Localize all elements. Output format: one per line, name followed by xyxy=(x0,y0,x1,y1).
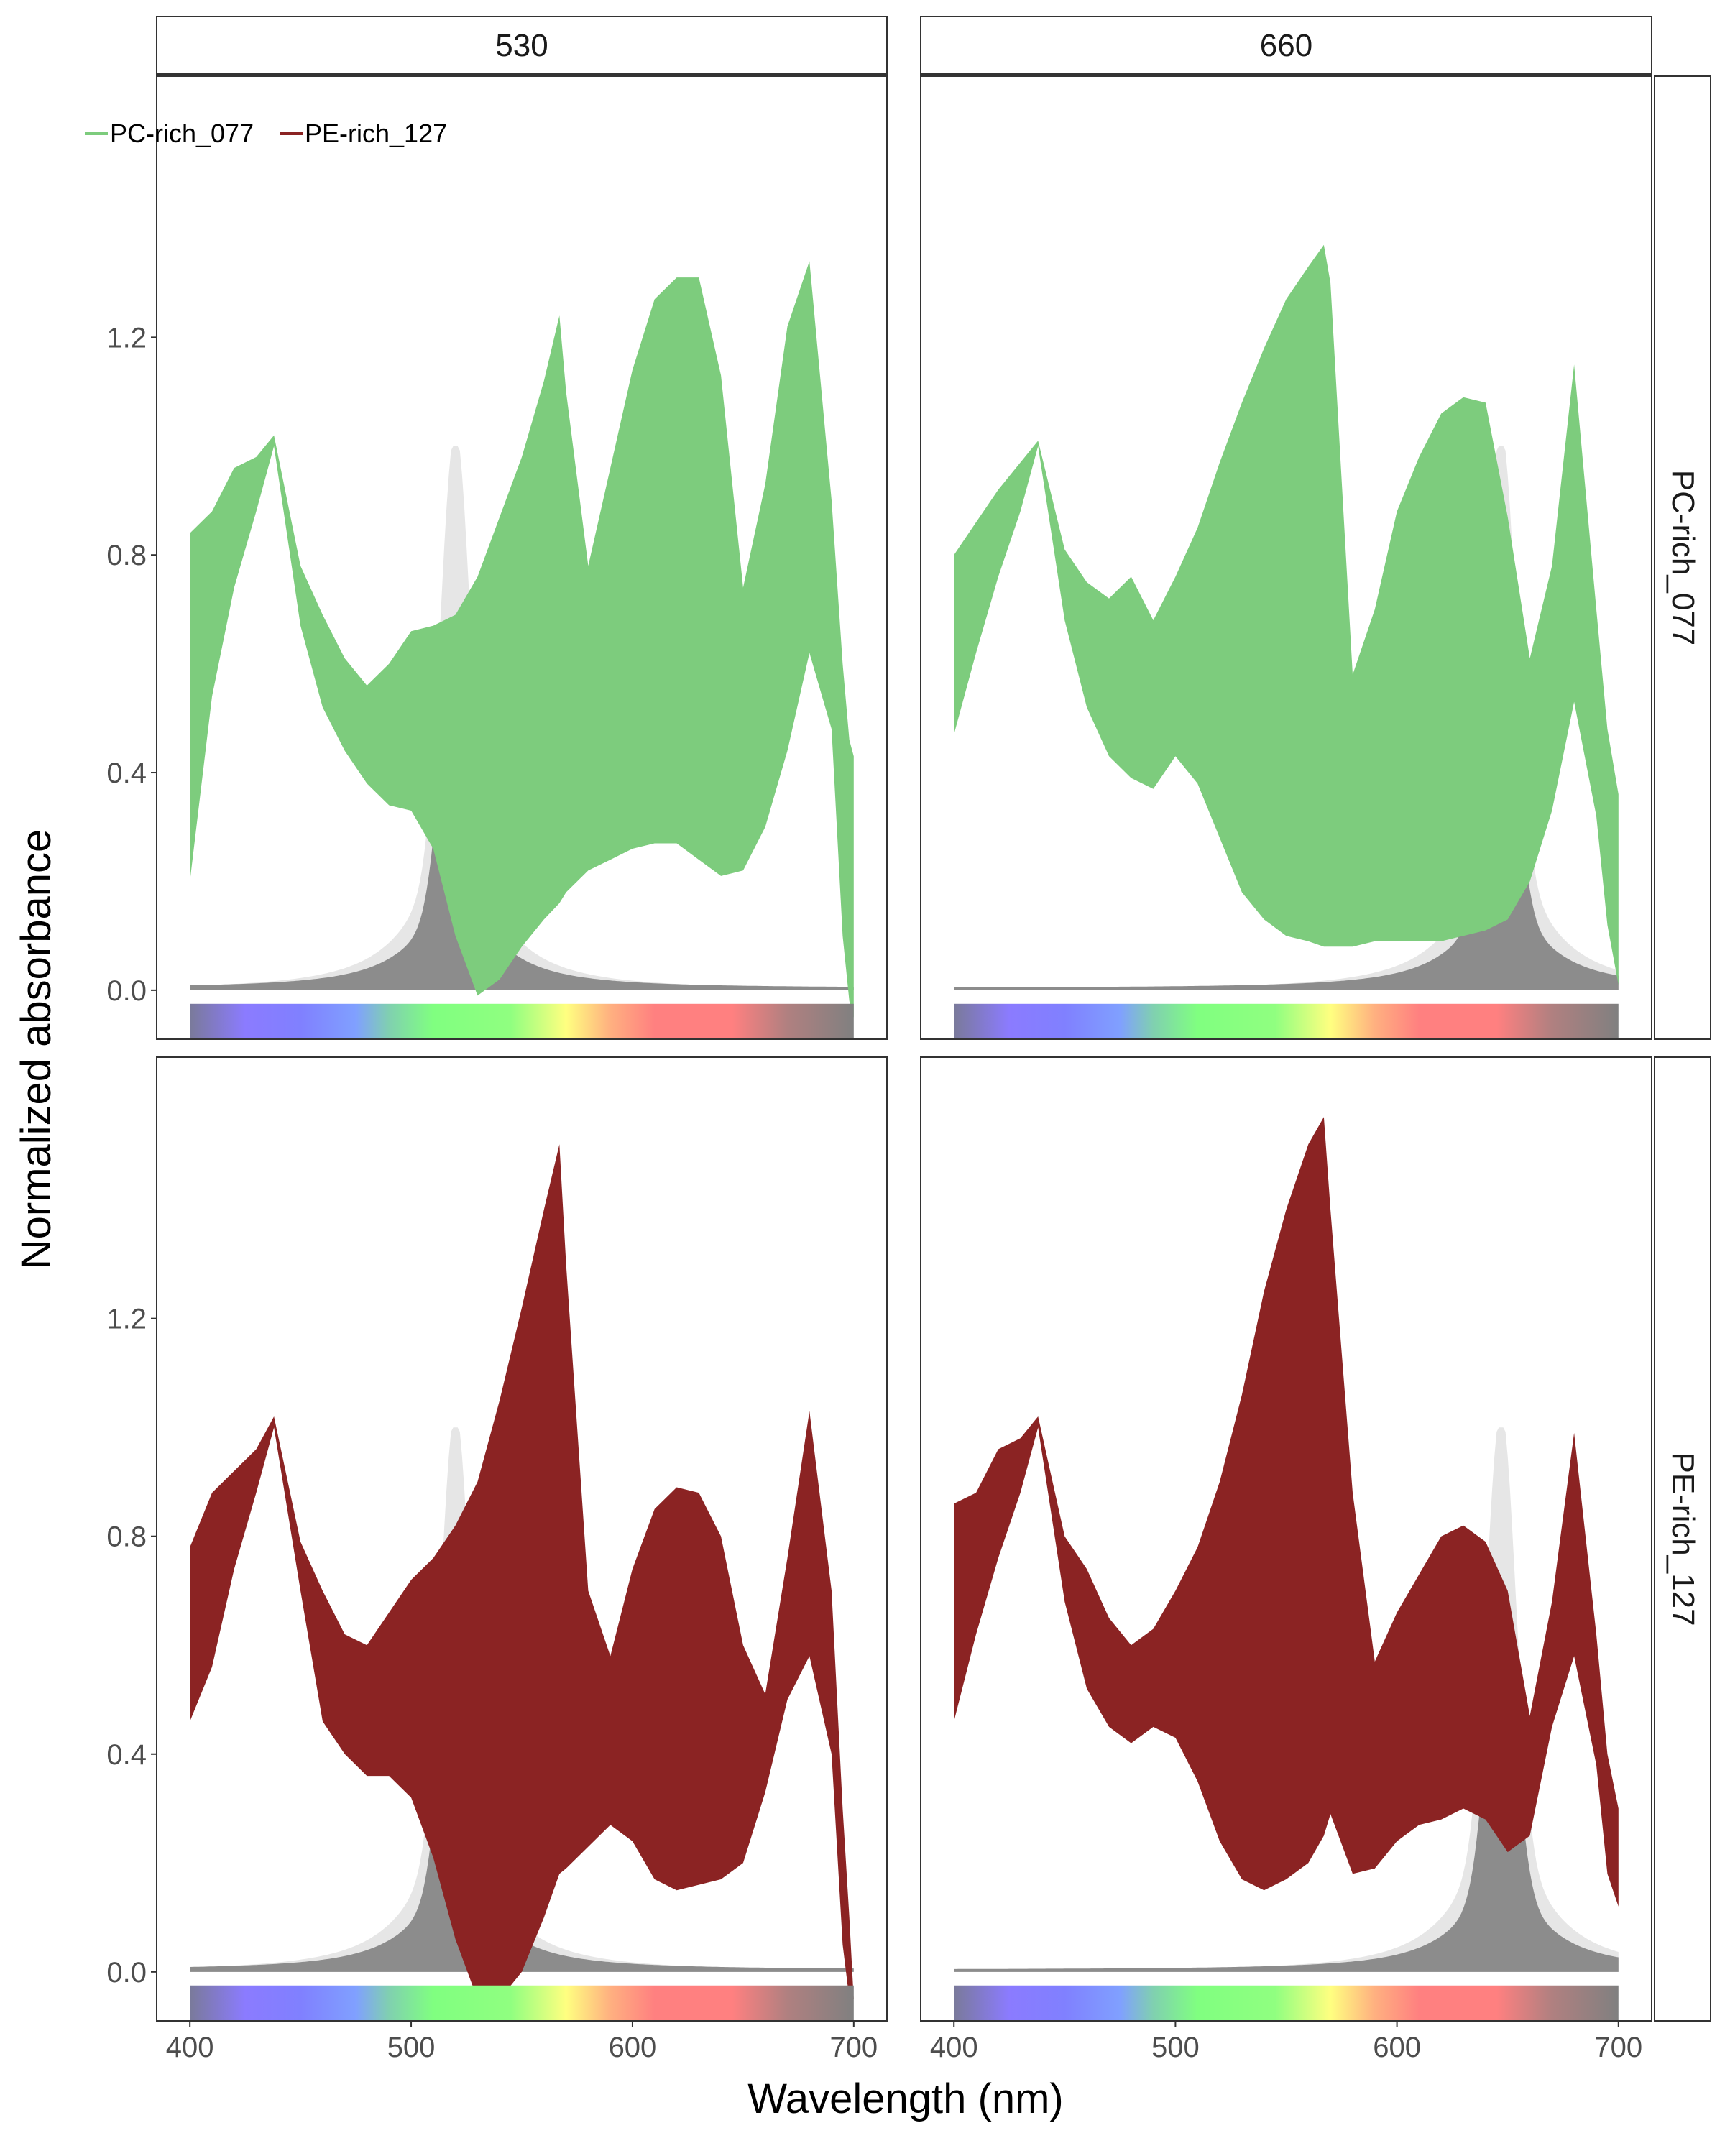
row-strip xyxy=(1654,1056,1711,2022)
column-strip xyxy=(156,16,888,75)
x-tick-label: 700 xyxy=(829,2032,878,2063)
x-tick-label: 400 xyxy=(166,2032,214,2063)
absorbance-ribbon-pe-rich_127 xyxy=(190,1144,854,1999)
x-tick-label: 500 xyxy=(387,2032,436,2063)
column-strip-label: 660 xyxy=(1260,28,1312,63)
panel-660-pc-rich_077 xyxy=(920,75,1652,1040)
x-tick-label: 600 xyxy=(1373,2032,1421,2063)
x-tick-label: 500 xyxy=(1151,2032,1200,2063)
panel-border xyxy=(920,1056,1652,2022)
row-strip xyxy=(1654,75,1711,1040)
x-tick-label: 400 xyxy=(930,2032,978,2063)
y-tick-label: 0.0 xyxy=(106,1957,147,1989)
panel-border xyxy=(920,75,1652,1040)
panel-border xyxy=(156,1056,888,2022)
x-axis-title: Wavelength (nm) xyxy=(748,2076,1063,2122)
y-tick-label: 0.8 xyxy=(106,1521,147,1553)
column-strip-label: 530 xyxy=(495,28,548,63)
absorbance-ribbon-pc-rich_077 xyxy=(954,244,1619,985)
panel-530-pc-rich_077 xyxy=(156,75,888,1040)
y-tick-label: 0.4 xyxy=(106,757,147,789)
panels-layer xyxy=(156,75,1652,2022)
spectral-color-bar xyxy=(190,1003,854,1039)
legend-label-pc: PC-rich_077 xyxy=(110,119,254,148)
row-strip-label: PC-rich_077 xyxy=(1665,470,1701,646)
spectral-color-bar xyxy=(954,1003,1619,1039)
absorbance-ribbon-pe-rich_127 xyxy=(954,1117,1619,1907)
y-tick-label: 0.8 xyxy=(106,540,147,571)
x-tick-label: 600 xyxy=(609,2032,657,2063)
panel-border xyxy=(156,75,888,1040)
row-strip-label: PE-rich_127 xyxy=(1665,1452,1701,1626)
strips-layer: 530 660 PC-rich_077 PE-rich_127 xyxy=(156,16,1711,2022)
spectral-color-bar xyxy=(190,1985,854,2021)
column-strip xyxy=(920,16,1652,75)
legend: PC-rich_077 PE-rich_127 xyxy=(85,119,447,148)
axes-layer: 0.0 0.4 0.8 1.2 0.0 0.4 0.8 1.2 400 500 600 700 400 5… xyxy=(106,322,1642,2063)
absorbance-ribbon-pc-rich_077 xyxy=(190,261,854,1018)
y-axis-title: Normalized absorbance xyxy=(13,829,60,1270)
x-tick-label: 700 xyxy=(1594,2032,1642,2063)
legend-label-pe: PE-rich_127 xyxy=(305,119,447,148)
y-tick-label: 1.2 xyxy=(106,322,147,354)
y-tick-label: 0.4 xyxy=(106,1739,147,1771)
y-tick-label: 1.2 xyxy=(106,1304,147,1335)
y-tick-label: 0.0 xyxy=(106,975,147,1007)
panel-530-pe-rich_127 xyxy=(156,1056,888,2022)
spectral-color-bar xyxy=(954,1985,1619,2021)
panel-660-pe-rich_127 xyxy=(920,1056,1652,2022)
